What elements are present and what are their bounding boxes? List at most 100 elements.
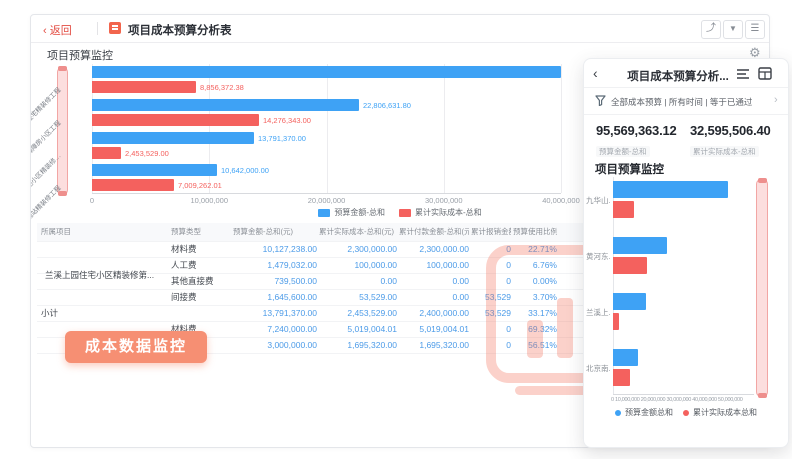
datazoom-handle-bottom[interactable]	[58, 191, 67, 196]
stat-budget-total: 95,569,363.12 预算金额-总和	[596, 123, 677, 159]
panel-datazoom-handle-top[interactable]	[757, 178, 767, 183]
panel-datazoom-slider[interactable]	[756, 178, 768, 398]
table-cell: 53,529.00	[359, 292, 397, 302]
legend-dot	[683, 409, 689, 416]
table-cell: 其他直接费	[171, 276, 214, 286]
table-cell: 100,000.00	[354, 260, 397, 270]
cost-monitor-badge: 成本数据监控	[65, 331, 207, 363]
table-cell: 0	[506, 244, 511, 254]
actual-cost-bar[interactable]	[92, 147, 121, 159]
table-divider	[37, 321, 763, 322]
panel-title: 项目成本预算分析...	[627, 71, 729, 83]
gridline	[561, 64, 562, 193]
table-cell: 13,791,370.00	[262, 308, 317, 318]
filter-icon[interactable]: ▼	[723, 20, 743, 39]
bar-value-label: 22,806,631.80	[363, 101, 411, 110]
table-cell: 0.00	[452, 276, 469, 286]
gear-icon[interactable]: ⚙	[749, 45, 761, 60]
table-cell: 7,240,000.00	[267, 324, 317, 334]
legend-item[interactable]: 预算金额-总和	[318, 207, 385, 218]
table-cell: 材料费	[171, 324, 197, 334]
y-axis-line	[613, 177, 614, 394]
report-icon	[109, 22, 121, 34]
table-header-cell: 累计报销金额-总和(元)	[471, 227, 511, 236]
menu-icon[interactable]: ☰	[745, 20, 765, 39]
table-header-cell: 累计付款金额-总和(元)	[399, 227, 469, 236]
gridline	[326, 64, 328, 193]
table-divider	[37, 257, 763, 258]
table-cell: 33.17%	[528, 308, 557, 318]
table-cell: 5,019,004.01	[347, 324, 397, 334]
budget-bar[interactable]	[92, 164, 217, 176]
actual-cost-bar[interactable]	[92, 81, 196, 93]
table-cell: 0.00	[380, 276, 397, 286]
bar-value-label: 10,642,000.00	[221, 166, 269, 175]
back-link[interactable]: ‹ 返回	[43, 25, 72, 37]
chevron-right-icon[interactable]: ›	[774, 94, 778, 106]
table-cell: 1,695,320.00	[347, 340, 397, 350]
panel-legend-item[interactable]: 预算金额总和	[615, 407, 673, 418]
legend-dot	[615, 409, 621, 416]
actual-cost-bar[interactable]	[92, 179, 174, 191]
table-cell: 2,300,000.00	[347, 244, 397, 254]
stat-budget-label: 预算金额-总和	[596, 146, 650, 157]
table-cell: 2,400,000.00	[419, 308, 469, 318]
panel-legend: 预算金额总和 累计实际成本总和	[584, 407, 788, 418]
legend-swatch	[399, 208, 411, 217]
legend-swatch	[318, 208, 331, 217]
panel-actual-cost-bar[interactable]	[613, 369, 630, 386]
table-cell: 3.70%	[532, 292, 557, 302]
panel-x-axis-ticks: 0 10,000,000 20,000,000 30,000,000 40,00…	[611, 397, 743, 403]
panel-actual-cost-bar[interactable]	[613, 313, 619, 330]
panel-filter-bar[interactable]: 全部成本预算 | 所有时间 | 等于已通过	[611, 97, 753, 107]
table-cell: 2,453,529.00	[347, 308, 397, 318]
x-axis-tick: 10,000,000	[190, 196, 229, 205]
table-divider	[37, 337, 763, 338]
bar-value-label: 14,276,343.00	[263, 116, 311, 125]
panel-actual-cost-bar[interactable]	[613, 201, 634, 218]
budget-bar[interactable]	[92, 66, 561, 78]
list-view-icon[interactable]	[736, 68, 750, 80]
datazoom-slider-vertical[interactable]	[57, 66, 68, 196]
budget-bar-chart: 0 10,000,000 20,000,000 30,000,000 40,000,00…	[31, 15, 769, 235]
table-view-icon[interactable]	[758, 67, 772, 80]
table-cell: 2,300,000.00	[419, 244, 469, 254]
table-cell: 3,000,000.00	[267, 340, 317, 350]
x-axis-line	[613, 394, 754, 395]
datazoom-handle-top[interactable]	[58, 66, 67, 71]
bar-value-label: 8,856,372.38	[200, 83, 244, 92]
panel-back-icon[interactable]: ‹	[593, 65, 598, 81]
panel-budget-bar[interactable]	[613, 293, 646, 310]
panel-budget-bar[interactable]	[613, 237, 667, 254]
table-cell: 739,500.00	[274, 276, 317, 286]
panel-datazoom-handle-bottom[interactable]	[757, 393, 767, 398]
stat-actual-value: 32,595,506.40	[690, 123, 771, 138]
actual-cost-bar[interactable]	[92, 114, 259, 126]
mobile-preview-panel: ‹ 项目成本预算分析... 全部成本预算 | 所有时间 | 等于已通过 › 95…	[583, 58, 789, 448]
table-cell: 1,695,320.00	[419, 340, 469, 350]
budget-bar[interactable]	[92, 132, 254, 144]
panel-budget-bar[interactable]	[613, 181, 728, 198]
table-cell: 人工费	[171, 260, 197, 270]
panel-section-title: 项目预算监控	[595, 164, 664, 176]
table-divider	[37, 305, 763, 306]
table-header-cell: 所属项目	[41, 227, 71, 236]
x-axis-tick: 40,000,000	[542, 196, 580, 205]
table-cell: 0.00%	[532, 276, 557, 286]
x-axis-tick: 0	[89, 196, 95, 205]
legend-item[interactable]: 累计实际成本-总和	[399, 207, 482, 218]
table-divider	[37, 273, 763, 274]
share-icon[interactable]: ⤴	[701, 20, 721, 39]
table-cell: 53,529	[485, 308, 511, 318]
panel-legend-item[interactable]: 累计实际成本总和	[683, 407, 757, 418]
table-cell: 材料费	[171, 244, 197, 254]
x-axis-line	[92, 193, 561, 194]
stat-actual-total: 32,595,506.40 累计实际成本-总和	[690, 123, 771, 159]
panel-actual-cost-bar[interactable]	[613, 257, 647, 274]
panel-budget-bar[interactable]	[613, 349, 638, 366]
budget-bar[interactable]	[92, 99, 359, 111]
panel-category-label: 黄河东...	[586, 252, 611, 261]
table-cell: 69.32%	[528, 324, 557, 334]
table-cell: 10,127,238.00	[262, 244, 317, 254]
